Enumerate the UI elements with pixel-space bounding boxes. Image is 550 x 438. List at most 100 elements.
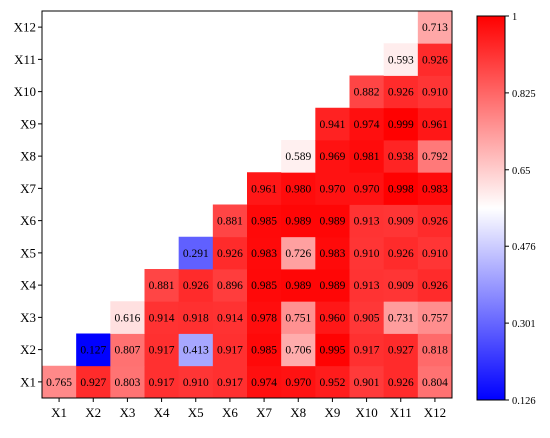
cell-value-label: 0.989 — [319, 216, 345, 228]
heatmap-cell — [178, 269, 214, 302]
cell-value-label: 0.909 — [388, 216, 414, 228]
heatmap-cell — [281, 269, 316, 302]
cell-value-label: 0.765 — [46, 377, 72, 389]
heatmap-cell — [144, 301, 180, 334]
heatmap-cell — [315, 269, 350, 302]
heatmap-cell — [383, 107, 419, 141]
x-tick-label: X12 — [424, 405, 446, 420]
heatmap-cell — [315, 172, 350, 205]
cell-value-label: 0.985 — [251, 345, 277, 357]
cell-value-label: 0.896 — [217, 280, 243, 292]
cell-value-label: 0.713 — [422, 22, 448, 34]
cell-value-label: 0.803 — [114, 377, 140, 389]
cell-value-label: 0.961 — [251, 183, 277, 195]
x-tick-label: X10 — [355, 405, 377, 420]
heatmap-cell — [417, 365, 453, 399]
cell-value-label: 0.989 — [285, 216, 311, 228]
heatmap-cell — [417, 43, 453, 76]
heatmap-cell — [349, 269, 385, 302]
cell-value-label: 0.938 — [388, 151, 414, 163]
cell-value-label: 0.970 — [285, 377, 311, 389]
cell-value-label: 0.974 — [251, 377, 277, 389]
heatmap-cell — [212, 269, 248, 302]
heatmap-cell — [417, 140, 453, 173]
heatmap-cell — [315, 365, 350, 399]
cell-value-label: 0.913 — [354, 280, 380, 292]
heatmap-cell — [144, 269, 180, 302]
y-axis: X1 X2 X3 X4 X5 X6 X7 X8 X9 X10 X11 X12 — [14, 20, 42, 389]
heatmap-cell — [383, 236, 419, 270]
heatmap-cell — [247, 333, 282, 367]
heatmap-cell — [178, 236, 214, 270]
heatmap-cell — [383, 301, 419, 334]
cell-value-label: 0.917 — [149, 345, 175, 357]
cell-value-label: 0.881 — [149, 280, 175, 292]
x-tick-label: X9 — [324, 405, 340, 420]
cell-value-label: 0.989 — [319, 280, 345, 292]
cell-value-label: 0.970 — [319, 183, 345, 195]
colorbar-tick-label: 1 — [512, 12, 517, 23]
cell-value-label: 0.981 — [354, 151, 380, 163]
cell-value-label: 0.927 — [388, 345, 414, 357]
heatmap-cell — [417, 11, 453, 44]
heatmap-cell — [417, 107, 453, 141]
cell-value-label: 0.913 — [354, 216, 380, 228]
heatmap-cell — [383, 43, 419, 76]
heatmap-cell — [417, 236, 453, 270]
y-tick-label: X11 — [14, 52, 36, 67]
colorbar-tick-label: 0.476 — [512, 242, 536, 253]
y-tick-label: X10 — [14, 84, 36, 99]
colorbar-tick-label: 0.825 — [512, 89, 536, 100]
plot-frame — [41, 10, 453, 399]
cell-value-label: 0.985 — [251, 216, 277, 228]
x-axis: X1 X2 X3 X4 X5 X6 X7 X8 X9 X10 X11 X12 — [51, 398, 446, 420]
cell-value-label: 0.910 — [422, 87, 448, 99]
heatmap-cell — [281, 204, 316, 238]
heatmap-cell — [281, 172, 316, 205]
cell-value-label: 0.985 — [251, 280, 277, 292]
cell-value-label: 0.960 — [319, 312, 345, 324]
cell-value-label: 0.998 — [388, 183, 414, 195]
heatmap-cell — [417, 333, 453, 367]
cell-value-label: 0.706 — [285, 345, 311, 357]
colorbar — [476, 15, 506, 401]
cell-value-label: 0.127 — [80, 345, 106, 357]
cell-value-label: 0.983 — [422, 183, 448, 195]
y-tick-label: X9 — [20, 116, 36, 131]
heatmap-cell — [212, 301, 248, 334]
cell-value-label: 0.881 — [217, 216, 243, 228]
cell-value-label: 0.910 — [354, 248, 380, 260]
x-tick-label: X6 — [222, 405, 238, 420]
heatmap-cell — [349, 204, 385, 238]
heatmap-cell — [349, 107, 385, 141]
heatmap-cell — [144, 365, 180, 399]
heatmap-cell — [212, 236, 248, 270]
y-tick-label: X12 — [14, 20, 36, 35]
cell-value-label: 0.589 — [285, 151, 311, 163]
y-tick-label: X2 — [20, 342, 36, 357]
cell-value-label: 0.910 — [422, 248, 448, 260]
cell-value-label: 0.961 — [422, 119, 448, 131]
cell-value-label: 0.917 — [354, 345, 380, 357]
cell-value-label: 0.726 — [285, 248, 311, 260]
heatmap-cell — [383, 75, 419, 109]
cell-value-label: 0.917 — [217, 377, 243, 389]
cell-value-label: 0.593 — [388, 54, 414, 66]
heatmap-cell — [315, 107, 350, 141]
heatmap-cell — [349, 236, 385, 270]
heatmap-cell — [178, 365, 214, 399]
heatmap-cell — [281, 365, 316, 399]
heatmap-cell — [349, 333, 385, 367]
cell-value-label: 0.917 — [149, 377, 175, 389]
heatmap-cell — [417, 301, 453, 334]
cell-value-label: 0.616 — [114, 312, 140, 324]
y-tick-label: X7 — [20, 181, 36, 196]
heatmap-cell — [349, 75, 385, 109]
cell-value-label: 0.901 — [354, 377, 380, 389]
colorbar-ticks: 1 0.825 0.65 0.476 0.301 0.126 — [505, 12, 536, 407]
x-tick-label: X4 — [154, 405, 170, 420]
heatmap-cell — [383, 204, 419, 238]
cell-value-label: 0.731 — [388, 312, 414, 324]
heatmap-cell — [212, 333, 248, 367]
cell-value-label: 0.757 — [422, 312, 448, 324]
